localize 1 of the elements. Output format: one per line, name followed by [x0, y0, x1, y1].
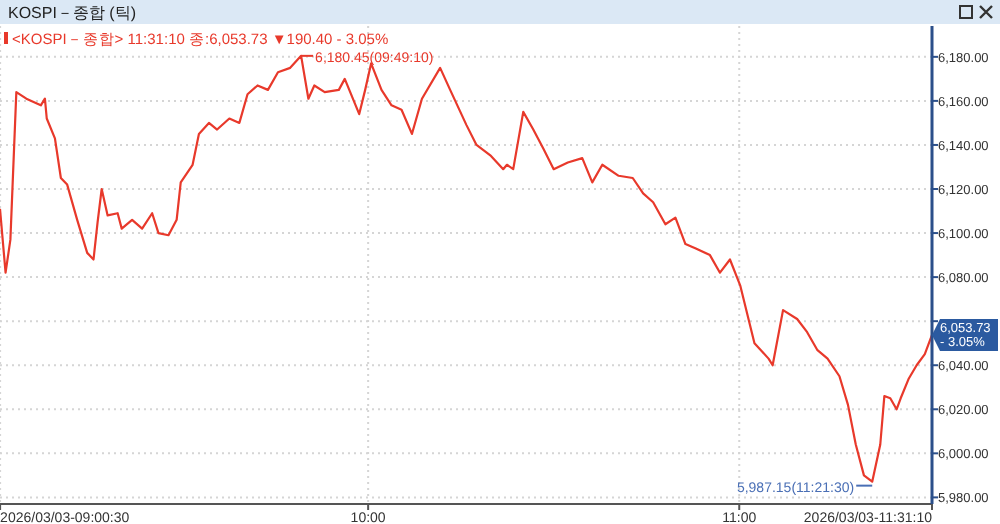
chart-title: KOSPI－종합 (틱) [8, 4, 137, 22]
